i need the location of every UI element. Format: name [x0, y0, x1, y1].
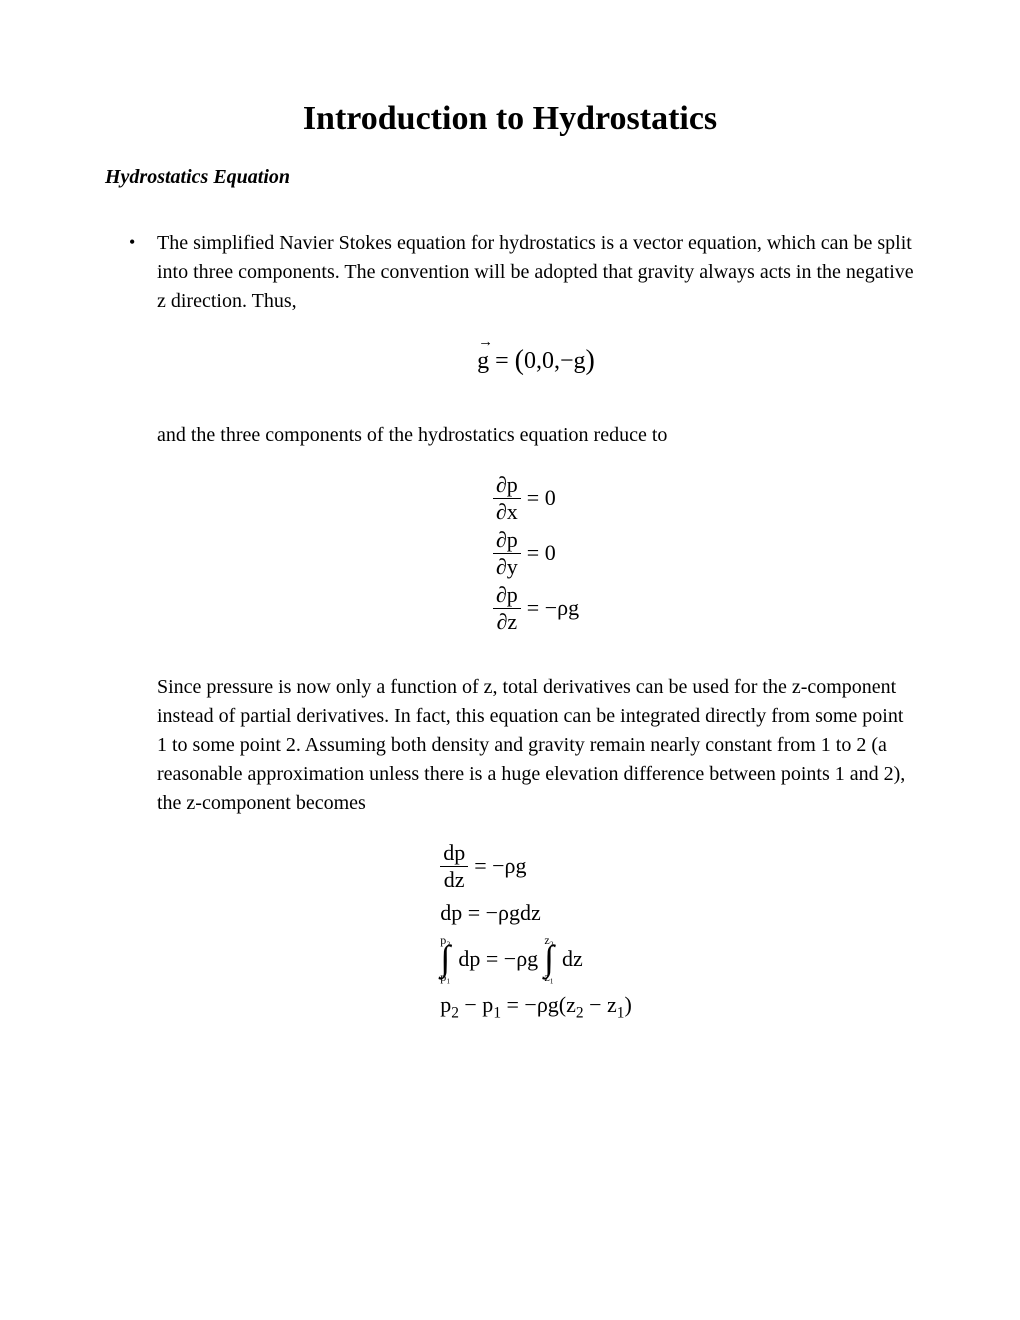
gravity-components: 0,0,−g	[524, 348, 586, 374]
eq-result-text: p2 − p1 = −ρg(z2 − z1)	[440, 989, 632, 1021]
integral-p: p₂ ∫ p₁	[440, 934, 450, 983]
paragraph-3: Since pressure is now only a function of…	[157, 673, 915, 818]
integral-symbol: ∫	[544, 944, 554, 973]
bullet-list: The simplified Navier Stokes equation fo…	[105, 229, 915, 1021]
equation-stack: ∂p ∂x = 0 ∂p ∂y = 0 ∂p	[493, 474, 579, 633]
page-title: Introduction to Hydrostatics	[105, 100, 915, 138]
fraction-dpdz: ∂p ∂z	[493, 584, 521, 633]
eq-dpdy: ∂p ∂y = 0	[493, 529, 556, 578]
document-page: Introduction to Hydrostatics Hydrostatic…	[0, 0, 1020, 1131]
fraction-dp-dz: dp dz	[440, 842, 468, 891]
equation-gravity-vector: → g = (0,0,−g)	[157, 340, 915, 381]
left-paren: (	[515, 345, 524, 376]
integral-z: z₂ ∫ z₁	[544, 934, 554, 983]
paragraph-1: The simplified Navier Stokes equation fo…	[157, 229, 915, 316]
equals-sign: =	[495, 348, 515, 374]
right-paren: )	[586, 345, 595, 376]
equation-stack-integration: dp dz = −ρg dp = −ρgdz p₂ ∫ p₁	[440, 842, 632, 1022]
eq-dpdx: ∂p ∂x = 0	[493, 474, 556, 523]
vector-g-symbol: → g	[477, 344, 489, 379]
section-heading: Hydrostatics Equation	[105, 166, 915, 189]
fraction-dpdx: ∂p ∂x	[493, 474, 521, 523]
eq-differential-form: dp = −ρgdz	[440, 897, 541, 929]
eq-result: p2 − p1 = −ρg(z2 − z1)	[440, 989, 632, 1021]
eq-total-derivative: dp dz = −ρg	[440, 842, 526, 891]
eq-integral-form: p₂ ∫ p₁ dp = −ρg z₂ ∫ z₁ dz	[440, 934, 583, 983]
eq-dpdz: ∂p ∂z = −ρg	[493, 584, 579, 633]
bullet-item: The simplified Navier Stokes equation fo…	[157, 229, 915, 1021]
equation-partial-derivatives: ∂p ∂x = 0 ∂p ∂y = 0 ∂p	[157, 474, 915, 633]
equation-integration: dp dz = −ρg dp = −ρgdz p₂ ∫ p₁	[157, 842, 915, 1022]
paragraph-2: and the three components of the hydrosta…	[157, 421, 915, 450]
fraction-dpdy: ∂p ∂y	[493, 529, 521, 578]
integral-symbol: ∫	[440, 944, 450, 973]
